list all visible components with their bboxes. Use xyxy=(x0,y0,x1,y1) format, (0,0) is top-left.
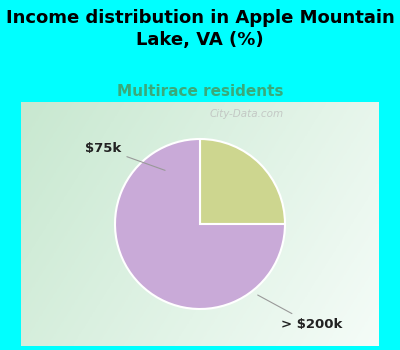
Text: Income distribution in Apple Mountain
Lake, VA (%): Income distribution in Apple Mountain La… xyxy=(6,9,394,49)
Text: Multirace residents: Multirace residents xyxy=(117,84,283,99)
Text: City-Data.com: City-Data.com xyxy=(209,109,283,119)
Text: > $200k: > $200k xyxy=(258,295,342,331)
Wedge shape xyxy=(200,139,285,224)
Wedge shape xyxy=(115,139,285,309)
Text: $75k: $75k xyxy=(85,142,165,170)
